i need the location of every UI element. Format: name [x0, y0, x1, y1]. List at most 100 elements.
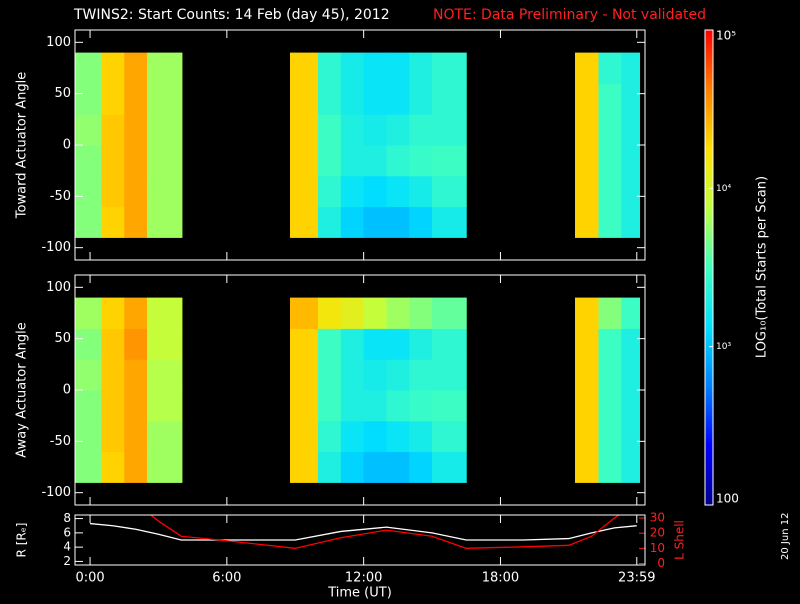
heatmap-cell: [598, 52, 622, 84]
heatmap-cell: [124, 451, 148, 483]
heatmap-cell: [598, 297, 622, 329]
heatmap-cell: [318, 114, 342, 146]
heatmap-cell: [432, 328, 467, 360]
heatmap-cell: [409, 114, 433, 146]
heatmap-cell: [621, 328, 641, 360]
heatmap-cell: [147, 451, 183, 483]
heatmap-cell: [101, 145, 125, 177]
heatmap-cell: [363, 359, 387, 391]
colorbar-label: LOG₁₀(Total Starts per Scan): [755, 176, 770, 358]
heatmap-cell: [340, 420, 365, 453]
x-axis-label: Time (UT): [327, 586, 392, 601]
heatmap-cell: [386, 390, 410, 422]
heatmap-cell: [409, 175, 433, 208]
heatmap-cell: [290, 114, 319, 146]
heatmap-cell: [340, 175, 365, 208]
heatmap-cell: [575, 52, 599, 84]
heatmap-cell: [598, 83, 622, 115]
colorbar: [704, 29, 714, 506]
heatmap-cell: [124, 297, 148, 329]
heatmap-cell: [575, 451, 599, 483]
heatmap-cell: [318, 451, 342, 483]
plot-frame: [74, 274, 646, 506]
heatmap-cell: [386, 420, 410, 453]
heatmap-cell: [598, 359, 622, 391]
heatmap-cell: [575, 297, 599, 329]
heatmap-cell: [340, 451, 365, 483]
plot-frame: [74, 514, 646, 566]
y-tick-label: 100: [46, 280, 71, 295]
y-tick-label: -50: [50, 189, 71, 204]
heatmap-cell: [363, 52, 387, 84]
heatmap-cell: [432, 206, 467, 238]
heatmap-cell: [363, 390, 387, 422]
heatmap-cell: [575, 206, 599, 238]
heatmap-cell: [290, 145, 319, 177]
heatmap-cell: [290, 328, 319, 360]
note: NOTE: Data Preliminary - Not validated: [433, 7, 706, 23]
heatmap-cell: [101, 451, 125, 483]
heatmap-cell: [147, 297, 183, 329]
heatmap-cell: [432, 175, 467, 208]
heatmap-cell: [575, 83, 599, 115]
heatmap-cell: [147, 52, 183, 84]
heatmap-cell: [575, 328, 599, 360]
heatmap-cell: [621, 390, 641, 422]
heatmap-cell: [598, 206, 622, 238]
y-tick-label: -100: [41, 240, 71, 255]
heatmap-cell: [409, 52, 433, 84]
heatmap-cell: [621, 145, 641, 177]
line: [149, 515, 621, 549]
heatmap-cell: [290, 175, 319, 208]
heatmap-cell: [386, 175, 410, 208]
line-group: [89, 515, 637, 549]
heatmap-cell: [101, 390, 125, 422]
heatmap-cell: [147, 390, 183, 422]
heatmap-cell: [75, 206, 102, 238]
heatmap-cell: [363, 420, 387, 453]
heatmap-cell: [432, 114, 467, 146]
heatmap-cell: [575, 145, 599, 177]
colorbar-tick-label: 10³: [716, 342, 731, 352]
heatmap-cell: [147, 114, 183, 146]
y-tick-label: 50: [54, 86, 71, 101]
y-tick-label: 8: [63, 511, 71, 525]
heatmap-cell: [290, 297, 319, 329]
colorbar-tick-label: 10⁵: [716, 29, 736, 43]
heatmap-cell: [598, 451, 622, 483]
heatmap-cell: [75, 52, 102, 84]
heatmap-cell: [409, 145, 433, 177]
y-axis-label: Toward Actuator Angle: [15, 72, 30, 219]
heatmap-cell: [75, 114, 102, 146]
heatmap-cell: [432, 297, 467, 329]
heatmap-cell: [318, 359, 342, 391]
heatmap-cell: [340, 206, 365, 238]
heatmap-cell: [386, 83, 410, 115]
y-axis-label: R [Rₑ]: [15, 523, 29, 558]
heatmap-cell: [386, 297, 410, 329]
heatmap-cell: [75, 328, 102, 360]
y2-axis-label: L Shell: [673, 520, 687, 560]
heatmap-cell: [290, 390, 319, 422]
x-tick-label: 0:00: [75, 571, 104, 586]
heatmap-cell: [318, 390, 342, 422]
heatmap-cell: [621, 420, 641, 453]
heatmap-cell: [124, 114, 148, 146]
heatmap-cell: [318, 83, 342, 115]
x-tick-label: 12:00: [345, 571, 382, 586]
heatmap-cell: [124, 390, 148, 422]
heatmap-cell: [386, 328, 410, 360]
heatmap-cell: [101, 175, 125, 208]
heatmap-cell: [75, 451, 102, 483]
heatmap-cell: [432, 359, 467, 391]
heatmap-cell: [75, 420, 102, 453]
heatmap-cell: [409, 297, 433, 329]
heatmap-cell: [409, 420, 433, 453]
heatmap-cell: [340, 52, 365, 84]
heatmap-cell: [409, 451, 433, 483]
y-tick-label: 0: [63, 383, 71, 398]
heatmap-cell: [101, 206, 125, 238]
heatmap-cell: [621, 52, 641, 84]
heatmap-cell: [147, 420, 183, 453]
